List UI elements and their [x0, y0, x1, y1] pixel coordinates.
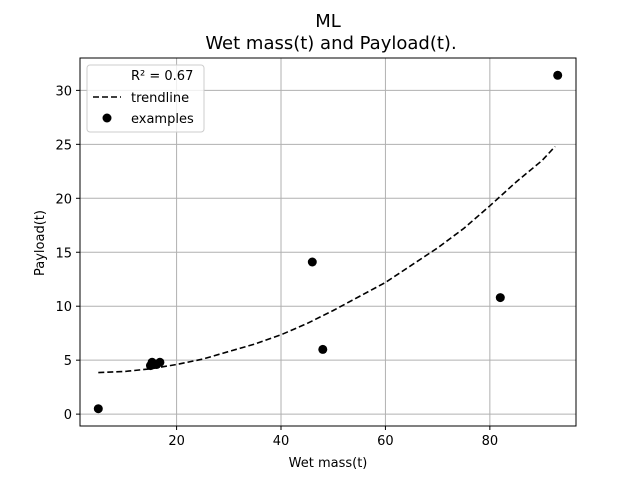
legend-box: [86, 64, 205, 133]
x-tick-label: 20: [168, 434, 185, 449]
data-point: [307, 257, 317, 267]
trendline: [98, 145, 556, 374]
data-point: [93, 404, 103, 414]
legend-r2-label: R² = 0.67: [131, 69, 193, 84]
y-tick-label: 30: [55, 84, 72, 99]
chart-subtitle: Wet mass(t) and Payload(t).: [205, 33, 456, 54]
x-axis-label: Wet mass(t): [289, 456, 368, 471]
chart-title: ML: [315, 11, 341, 32]
trendline-layer: [98, 145, 556, 374]
y-tick-label: 15: [55, 246, 72, 261]
axis-ticks: 20 40 60 80 0 5 10 15 20 25 30: [55, 84, 498, 449]
y-tick-label: 5: [64, 354, 72, 369]
y-tick-label: 10: [55, 300, 72, 315]
y-tick-label: 25: [55, 138, 72, 153]
legend: R² = 0.67 trendline examples: [86, 64, 205, 133]
data-point: [495, 293, 505, 303]
plot-frame: [79, 57, 577, 427]
x-tick-label: 80: [482, 434, 499, 449]
x-tick-label: 40: [273, 434, 290, 449]
legend-examples-label: examples: [131, 112, 194, 127]
legend-examples-marker: [102, 113, 112, 123]
data-point: [553, 70, 563, 80]
data-point: [318, 344, 328, 354]
x-tick-label: 60: [377, 434, 394, 449]
legend-trendline-label: trendline: [131, 91, 189, 106]
data-point: [155, 357, 165, 367]
y-tick-label: 20: [55, 192, 72, 207]
y-axis-label: Payload(t): [33, 210, 48, 276]
data-points: [93, 70, 563, 414]
y-tick-label: 0: [64, 408, 72, 423]
